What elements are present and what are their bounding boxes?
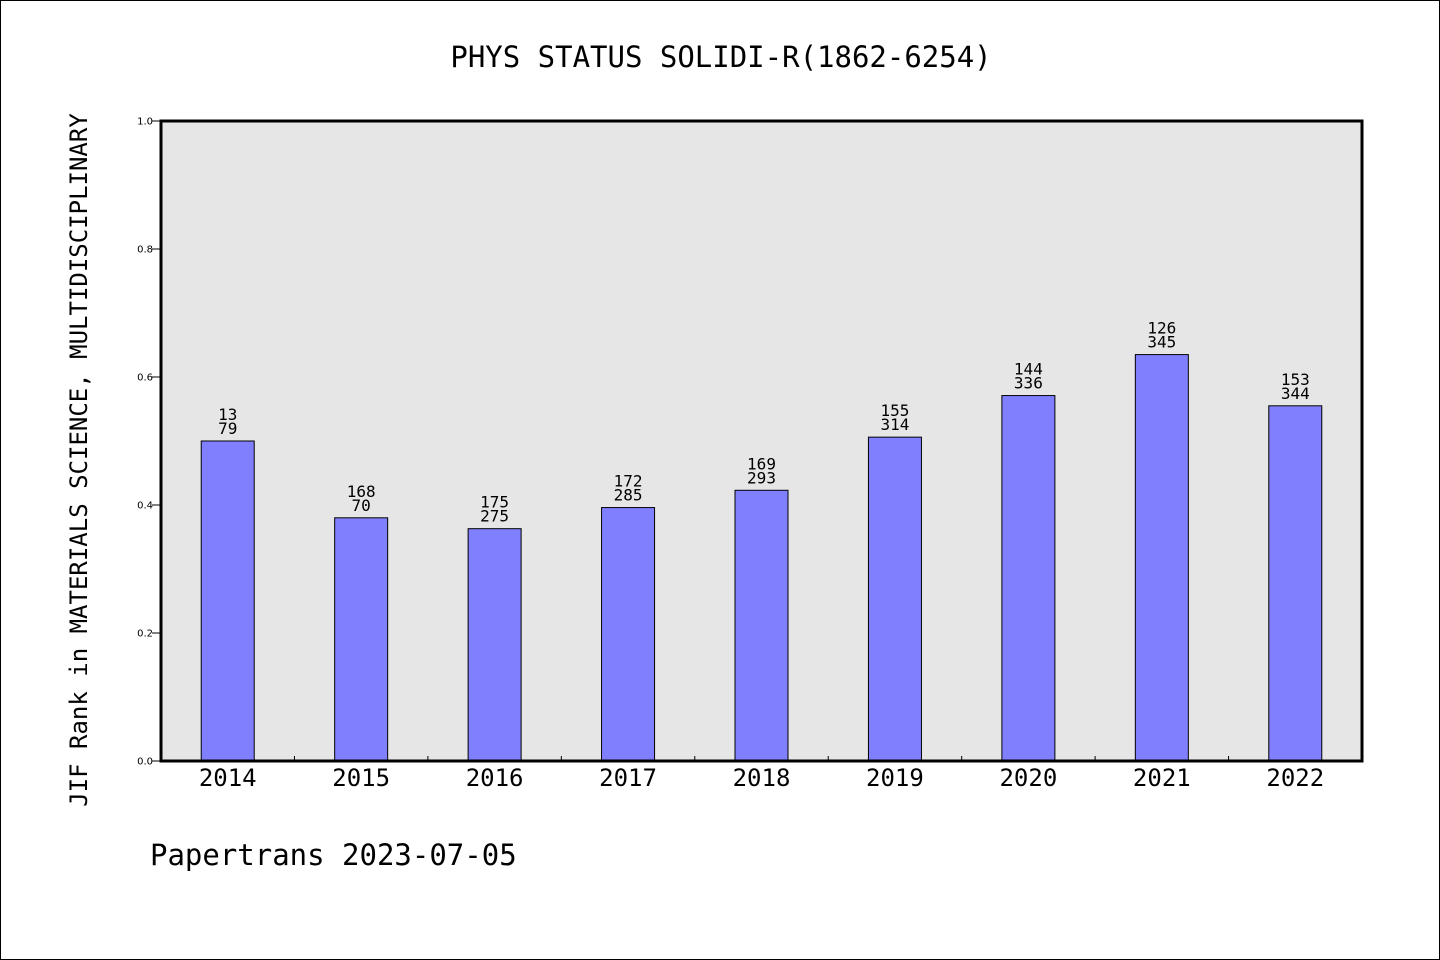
data-label-rank: 155 bbox=[880, 401, 909, 420]
x-tick-label: 2014 bbox=[199, 764, 257, 792]
bar-2016 bbox=[467, 528, 522, 762]
y-tick-label: 0.4 bbox=[137, 501, 153, 512]
data-label-total: 314 bbox=[880, 415, 909, 434]
data-label-total: 79 bbox=[218, 419, 237, 438]
x-tick-label: 2022 bbox=[1266, 764, 1324, 792]
y-tick-label: 0.2 bbox=[137, 629, 153, 640]
data-label-total: 285 bbox=[614, 486, 643, 505]
data-label-rank: 169 bbox=[747, 454, 776, 473]
bar-2018 bbox=[734, 489, 789, 762]
y-tick-label: 0.0 bbox=[137, 757, 153, 768]
x-tick-label: 2019 bbox=[866, 764, 924, 792]
data-label-rank: 172 bbox=[614, 472, 643, 491]
footer-credit: Papertrans 2023-07-05 bbox=[150, 838, 517, 872]
data-label-total: 344 bbox=[1281, 384, 1310, 403]
data-label-total: 275 bbox=[480, 507, 509, 526]
bar-2014 bbox=[200, 440, 255, 762]
data-label-rank: 126 bbox=[1147, 319, 1176, 338]
bar-2015 bbox=[334, 517, 389, 762]
plot-border bbox=[159, 119, 1364, 763]
bar-2019 bbox=[867, 436, 922, 762]
chart-title: PHYS STATUS SOLIDI-R(1862-6254) bbox=[450, 40, 991, 74]
data-label-total: 293 bbox=[747, 468, 776, 487]
data-label-rank: 13 bbox=[218, 405, 237, 424]
x-tick-label: 2018 bbox=[733, 764, 791, 792]
y-tick-label: 1.0 bbox=[137, 117, 153, 128]
x-tick-label: 2015 bbox=[332, 764, 390, 792]
data-label-total: 70 bbox=[352, 496, 371, 515]
bar-2017 bbox=[601, 507, 656, 762]
bars-group bbox=[200, 354, 1323, 762]
x-tick-label: 2017 bbox=[599, 764, 657, 792]
x-tick-label: 2016 bbox=[466, 764, 524, 792]
data-label-total: 345 bbox=[1147, 333, 1176, 352]
y-axis-label: JIF Rank in MATERIALS SCIENCE, MULTIDISC… bbox=[65, 113, 93, 807]
data-label-rank: 144 bbox=[1014, 360, 1043, 379]
bar-2022 bbox=[1268, 405, 1323, 762]
y-tick-label: 0.6 bbox=[137, 373, 153, 384]
y-axis-ticks: 0.0 0.2 0.4 0.6 0.8 1.0 bbox=[137, 117, 161, 768]
data-label-rank: 175 bbox=[480, 493, 509, 512]
data-label-rank: 153 bbox=[1281, 370, 1310, 389]
bar-2021 bbox=[1134, 354, 1189, 762]
y-tick-label: 0.8 bbox=[137, 245, 153, 256]
x-axis-tick-labels: 2014 2015 2016 2017 2018 2019 2020 2021 2022 bbox=[199, 764, 1324, 792]
x-tick-label: 2021 bbox=[1133, 764, 1191, 792]
bar-2020 bbox=[1001, 395, 1056, 762]
data-label-rank: 168 bbox=[347, 482, 376, 501]
data-label-total: 336 bbox=[1014, 374, 1043, 393]
x-tick-label: 2020 bbox=[999, 764, 1057, 792]
